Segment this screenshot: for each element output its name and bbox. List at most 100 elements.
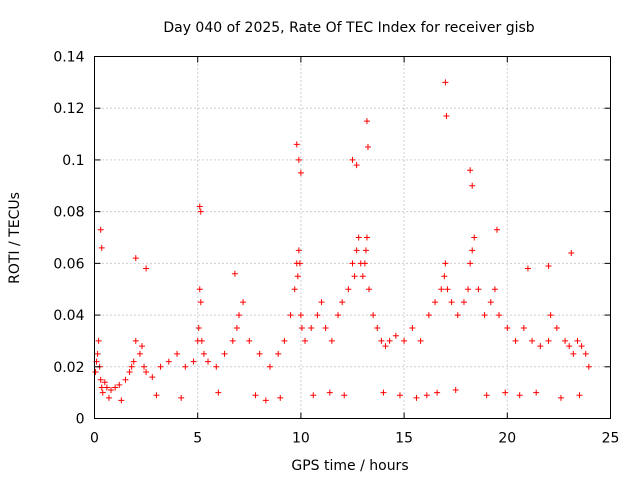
data-point [382,343,389,350]
data-point [197,299,204,306]
data-point [294,273,301,280]
y-tick-label: 0.06 [53,256,84,272]
data-point [197,208,204,215]
data-point [174,350,181,357]
data-point [295,247,302,254]
data-point [103,384,110,391]
data-point [363,234,370,241]
data-point [136,350,143,357]
data-point [434,389,441,396]
data-point [190,358,197,365]
data-point [92,368,99,375]
data-point [345,286,352,293]
data-point [396,392,403,399]
data-point [467,260,474,267]
data-point [417,337,424,344]
data-point [143,265,150,272]
data-point [349,156,356,163]
data-point [339,299,346,306]
data-point [582,350,589,357]
x-tick-label: 25 [602,431,620,447]
data-point [246,337,253,344]
data-point [196,286,203,293]
data-point [491,286,498,293]
data-point [574,337,581,344]
data-point [277,394,284,401]
data-point [520,325,527,331]
data-point [380,389,387,396]
data-point [361,260,368,267]
data-point [353,162,360,169]
data-point [233,325,240,331]
data-point [545,337,552,344]
chart-title: Day 040 of 2025, Rate Of TEC Index for r… [163,20,534,36]
data-point [533,389,540,396]
data-point [99,389,106,396]
data-point [322,325,329,331]
data-point [502,389,509,396]
data-point [444,286,451,293]
data-point [287,312,294,319]
data-point [157,363,164,370]
data-point [310,392,317,399]
data-point [296,260,303,267]
data-point [441,273,448,280]
data-point [568,250,575,257]
data-point [481,312,488,319]
y-tick-label: 0.02 [53,360,84,376]
y-tick-label: 0.12 [53,101,84,117]
data-point [328,337,335,344]
data-point [308,325,315,331]
data-point [460,299,467,306]
data-point [483,392,490,399]
data-point [297,169,304,176]
data-point [524,265,531,272]
grid-lines [94,56,611,419]
data-point [98,384,105,391]
data-point [585,363,592,370]
data-point [454,312,461,319]
data-point [578,343,585,350]
data-point [235,312,242,319]
data-point [98,244,105,251]
data-point [105,394,112,401]
data-point [452,387,459,394]
data-point [374,325,381,331]
data-point [262,397,269,404]
data-point [293,141,300,148]
data-point [471,234,478,241]
data-point [97,226,104,233]
data-point [570,350,577,357]
data-point [126,368,133,375]
data-point [198,337,205,344]
data-point [95,337,102,344]
x-axis-label: GPS time / hours [291,458,408,474]
data-point [442,79,449,86]
data-point [413,394,420,401]
data-point [149,374,156,381]
data-point [359,273,366,280]
data-points [92,79,592,404]
data-point [364,144,371,150]
data-point [516,392,523,399]
data-point [363,118,370,125]
data-point [291,286,298,293]
data-point [355,234,362,241]
data-point [432,299,439,306]
data-point [392,332,399,339]
data-point [229,337,236,344]
data-point [557,394,564,401]
data-point [448,299,455,306]
data-point [341,392,348,399]
y-tick-label: 0.14 [53,50,84,66]
data-point [195,325,202,331]
data-point [351,273,358,280]
data-point [353,247,360,254]
data-point [141,363,148,370]
data-point [475,286,482,293]
data-point [221,350,228,357]
x-tick-label: 5 [193,431,202,447]
data-point [496,312,503,319]
